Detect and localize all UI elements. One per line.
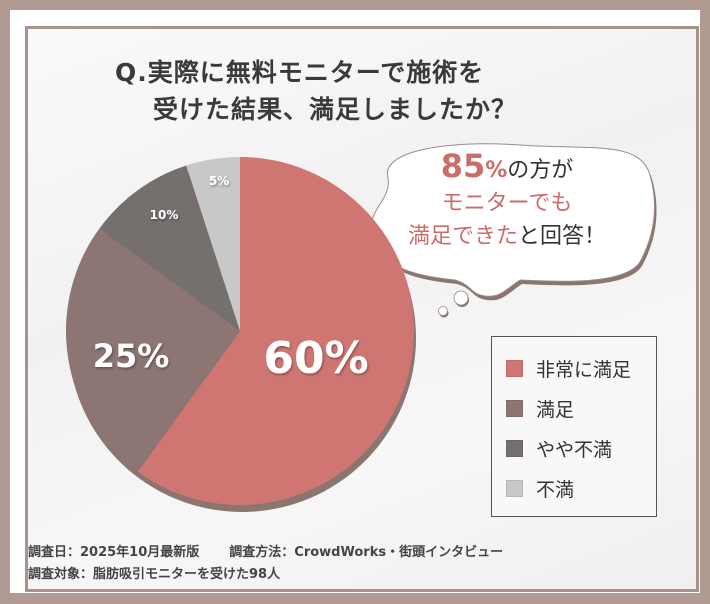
slice-label-5: 5% [209,174,229,188]
callout-line-1-rest: の方が [507,158,574,183]
survey-date: 調査日：2025年10月最新版 [28,545,200,560]
legend-item: 満足 [506,395,574,422]
pie-slice-60 [137,157,415,506]
legend-swatch [506,400,523,417]
legend-item: 非常に満足 [506,355,631,382]
callout-line-3: 満足できたと回答！ [372,220,642,253]
pie-slice-10 [99,165,240,331]
survey-target: 調査対象：脂肪吸引モニターを受けた98人 [28,567,281,582]
pie-slice-25 [65,228,240,472]
footer-line-1: 調査日：2025年10月最新版 調査方法：CrowdWorks・街頭インタビュー [28,541,503,560]
callout-line-1: 85%の方が [372,150,642,187]
legend-swatch [506,360,523,377]
chart-title: Q.実際に無料モニターで施術を 受けた結果、満足しましたか？ [115,54,517,128]
legend-label: やや不満 [536,439,613,461]
callout-line-2: モニターでも [441,191,573,216]
legend-label: 満足 [536,399,575,421]
slice-label-10: 10% [150,208,179,222]
legend-swatch [506,480,523,497]
legend: 非常に満足 満足 やや不満 不満 [491,336,657,517]
legend-label: 不満 [536,479,575,501]
legend-swatch [506,440,523,457]
slice-label-60: 60% [263,333,368,384]
slice-label-25: 25% [93,337,170,375]
callout-line-3-rest: と回答！ [518,224,607,249]
legend-item: 不満 [506,475,574,502]
pie-slice-5 [186,157,240,331]
legend-item: やや不満 [506,435,612,462]
title-line-1: Q.実際に無料モニターで施術を [115,58,485,87]
speech-bubble [370,143,657,318]
legend-label: 非常に満足 [536,359,632,381]
callout-percent: 85 [440,147,486,185]
survey-method: 調査方法：CrowdWorks・街頭インタビュー [229,545,504,560]
callout-text: 85%の方が モニターでも 満足できたと回答！ [372,150,642,253]
callout-percent-sign: % [485,158,508,183]
callout-line-3-pink: 満足できた [407,224,518,249]
title-line-2: 受けた結果、満足しましたか？ [153,95,518,124]
